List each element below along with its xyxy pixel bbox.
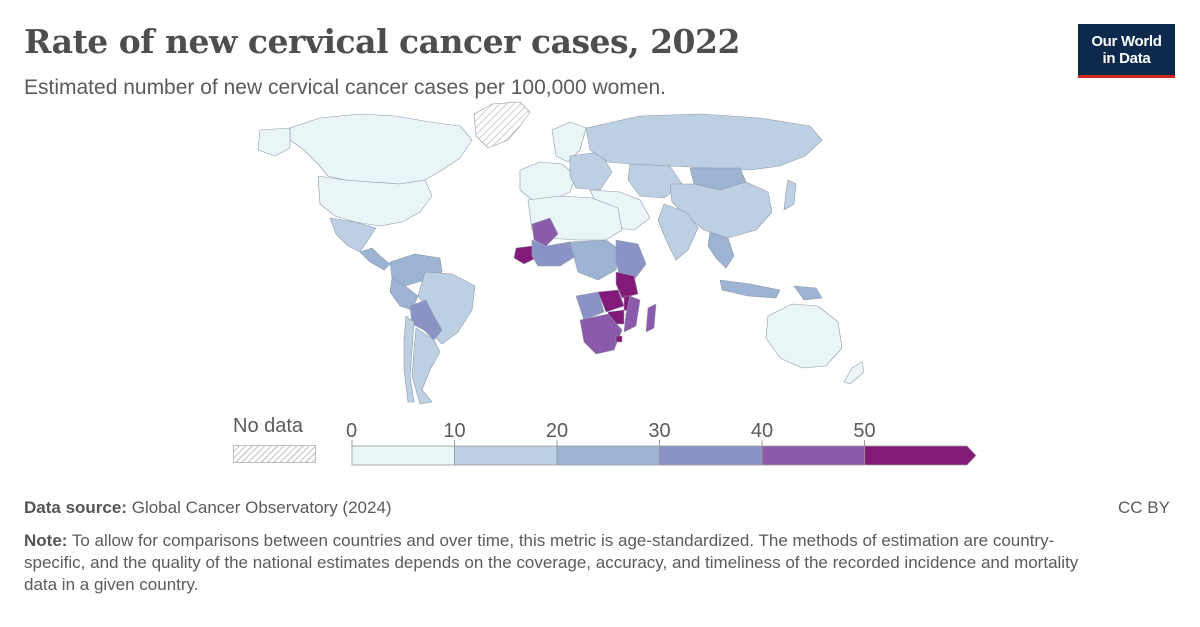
license[interactable]: CC BY <box>1118 498 1170 517</box>
legend-tick-label: 0 <box>346 420 357 442</box>
legend-tick-label: 30 <box>648 420 670 442</box>
region-central-asia[interactable] <box>627 163 683 199</box>
color-legend: 0 10 20 30 40 50 <box>346 420 977 466</box>
region-chile[interactable] <box>403 315 415 403</box>
legend-bin-10-20[interactable] <box>454 445 558 466</box>
region-australia[interactable] <box>765 303 843 369</box>
legend-bin-0-10[interactable] <box>351 445 455 466</box>
region-canada[interactable] <box>289 113 473 185</box>
region-central-africa[interactable] <box>569 239 621 281</box>
note-label: Note: <box>24 531 68 550</box>
region-greenland[interactable] <box>473 101 531 149</box>
region-paraguay[interactable] <box>423 315 443 341</box>
region-alaska[interactable] <box>257 127 291 157</box>
owid-logo[interactable]: Our World in Data <box>1078 24 1175 78</box>
region-russia[interactable] <box>585 113 823 171</box>
region-central-america[interactable] <box>359 247 391 271</box>
no-data-swatch[interactable] <box>233 445 316 463</box>
region-papua-new-guinea[interactable] <box>793 285 823 301</box>
source-text[interactable]: Global Cancer Observatory (2024) <box>131 498 392 517</box>
region-angola[interactable] <box>575 291 605 321</box>
region-united-states[interactable] <box>317 175 433 227</box>
legend-tick-label: 50 <box>853 420 875 442</box>
legend-bin-50+[interactable] <box>864 445 977 466</box>
logo-line-1: Our World <box>1091 33 1162 50</box>
legend-tick-label: 10 <box>443 420 465 442</box>
region-southern-africa[interactable] <box>579 313 623 355</box>
region-mali[interactable] <box>531 217 559 247</box>
legend-bin-30-40[interactable] <box>659 445 763 466</box>
logo-line-2: in Data <box>1102 50 1151 67</box>
legend-bin-40-50[interactable] <box>761 445 865 466</box>
region-madagascar[interactable] <box>645 303 657 333</box>
region-eswatini[interactable] <box>615 335 623 343</box>
region-mozambique[interactable] <box>623 295 641 333</box>
legend-tick-label: 40 <box>751 420 773 442</box>
region-southeast-asia[interactable] <box>707 231 735 269</box>
data-source: Data source: Global Cancer Observatory (… <box>24 498 392 518</box>
world-map[interactable] <box>220 100 880 410</box>
region-mexico[interactable] <box>329 217 377 253</box>
note: Note: To allow for comparisons between c… <box>24 530 1084 596</box>
region-india[interactable] <box>657 203 699 261</box>
legend-tick-label: 20 <box>546 420 568 442</box>
region-western-europe[interactable] <box>519 161 577 201</box>
source-label: Data source: <box>24 498 127 517</box>
region-scandinavia[interactable] <box>551 121 587 163</box>
chart-subtitle: Estimated number of new cervical cancer … <box>24 76 666 99</box>
region-new-zealand[interactable] <box>843 361 865 385</box>
region-argentina[interactable] <box>411 327 441 405</box>
region-japan[interactable] <box>783 179 797 211</box>
note-text: To allow for comparisons between countri… <box>24 531 1079 594</box>
region-west-africa-coast[interactable] <box>531 239 577 267</box>
legend-bin-20-30[interactable] <box>556 445 660 466</box>
region-indonesia[interactable] <box>719 279 781 299</box>
region-guinea[interactable] <box>513 245 537 265</box>
no-data-label: No data <box>233 415 304 437</box>
chart-title: Rate of new cervical cancer cases, 2022 <box>24 22 740 61</box>
